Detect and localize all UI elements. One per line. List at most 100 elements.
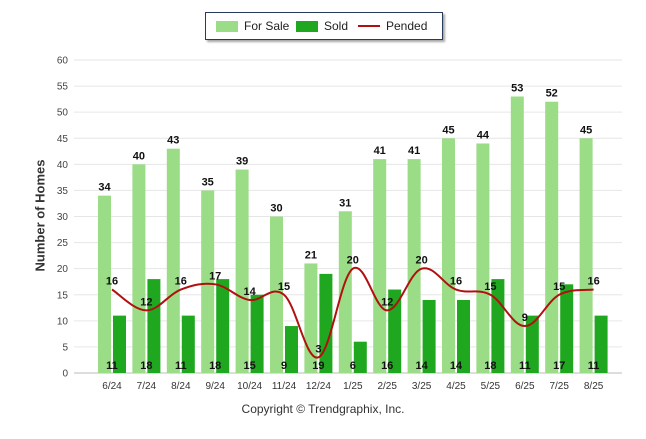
y-tick-label: 10 (57, 316, 69, 327)
bar-sold (388, 289, 402, 373)
data-label-pended: 14 (243, 286, 256, 298)
data-label-for-sale: 21 (305, 249, 317, 261)
data-label-for-sale: 52 (546, 88, 558, 100)
data-label-sold: 9 (281, 360, 287, 372)
y-tick-label: 5 (62, 342, 68, 353)
bar-sold (319, 273, 333, 373)
y-tick-label: 0 (62, 369, 68, 380)
bar-sold (491, 279, 505, 373)
data-label-sold: 11 (588, 360, 600, 372)
data-label-sold: 16 (381, 360, 393, 372)
data-label-for-sale: 53 (511, 83, 523, 95)
data-label-sold: 18 (484, 360, 496, 372)
data-label-for-sale: 39 (236, 156, 248, 168)
y-tick-label: 20 (57, 264, 69, 275)
y-axis-title: Number of Homes (32, 159, 48, 272)
y-tick-label: 45 (57, 134, 69, 145)
data-label-for-sale: 44 (477, 129, 490, 141)
y-tick-label: 35 (57, 186, 69, 197)
legend-swatch-pended (358, 25, 380, 27)
data-label-sold: 17 (553, 360, 565, 372)
x-tick-label: 11/24 (272, 381, 297, 392)
x-tick-label: 7/25 (549, 381, 569, 392)
data-label-sold: 18 (140, 360, 152, 372)
y-tick-label: 50 (57, 108, 69, 119)
x-tick-label: 10/24 (237, 381, 262, 392)
bar-for-sale (476, 143, 490, 373)
bar-sold (113, 315, 126, 373)
bar-sold (250, 294, 264, 373)
legend: For Sale Sold Pended (205, 12, 443, 40)
bar-sold (457, 299, 470, 373)
data-label-for-sale: 41 (408, 145, 420, 157)
y-tick-label: 40 (57, 160, 69, 171)
data-label-for-sale: 34 (98, 182, 111, 194)
y-tick-label: 55 (57, 82, 69, 93)
bar-sold (216, 279, 230, 373)
bar-for-sale (579, 138, 593, 373)
legend-item-sold: Sold (296, 13, 348, 39)
y-tick-label: 30 (57, 212, 69, 223)
data-label-pended: 15 (484, 281, 496, 293)
legend-label-pended: Pended (386, 19, 428, 33)
bar-for-sale (442, 138, 455, 373)
data-label-pended: 16 (175, 276, 187, 288)
copyright-text: Copyright © Trendgraphix, Inc. (241, 402, 405, 416)
bar-sold (285, 326, 298, 373)
bar-sold (422, 299, 436, 373)
data-label-sold: 14 (450, 360, 463, 372)
data-label-for-sale: 45 (442, 124, 454, 136)
x-tick-label: 2/25 (377, 381, 397, 392)
y-tick-label: 15 (57, 290, 69, 301)
bar-sold (181, 315, 195, 373)
x-tick-label: 7/24 (137, 381, 157, 392)
data-label-for-sale: 43 (167, 135, 179, 147)
bar-for-sale (98, 195, 111, 373)
data-label-pended: 20 (347, 255, 359, 267)
y-tick-label: 25 (57, 238, 69, 249)
x-tick-label: 8/24 (171, 381, 191, 392)
data-label-pended: 12 (140, 296, 152, 308)
bar-for-sale (510, 96, 524, 374)
data-label-pended: 16 (587, 276, 599, 288)
x-tick-label: 8/25 (584, 381, 604, 392)
bar-for-sale (545, 101, 559, 373)
bar-sold (594, 315, 608, 373)
legend-label-sold: Sold (324, 19, 349, 33)
data-label-for-sale: 31 (339, 197, 351, 209)
data-label-sold: 11 (519, 360, 531, 372)
bar-sold (147, 279, 161, 373)
x-tick-label: 3/25 (412, 381, 432, 392)
legend-swatch-for-sale (216, 20, 238, 32)
data-label-pended: 15 (553, 281, 565, 293)
data-label-sold: 14 (415, 360, 428, 372)
legend-item-pended: Pended (358, 13, 427, 39)
bar-for-sale (338, 211, 352, 373)
data-label-for-sale: 30 (270, 203, 282, 215)
data-label-sold: 15 (243, 360, 255, 372)
legend-swatch-sold (296, 20, 318, 32)
x-tick-label: 9/24 (205, 381, 225, 392)
data-label-for-sale: 35 (202, 176, 214, 188)
bar-for-sale (166, 148, 180, 373)
bar-sold (525, 315, 539, 373)
bar-for-sale (407, 159, 421, 373)
x-tick-label: 4/25 (446, 381, 466, 392)
bar-for-sale (235, 169, 249, 373)
data-label-for-sale: 40 (133, 150, 145, 162)
data-label-pended: 9 (522, 312, 528, 324)
legend-item-for-sale: For Sale (216, 13, 289, 39)
x-tick-label: 6/24 (102, 381, 122, 392)
data-label-sold: 11 (175, 360, 187, 372)
line-pended (111, 266, 594, 359)
data-label-pended: 3 (315, 343, 321, 355)
data-label-for-sale: 45 (580, 124, 592, 136)
data-label-sold: 6 (350, 360, 356, 372)
legend-label-for-sale: For Sale (244, 19, 290, 33)
data-label-pended: 16 (106, 276, 118, 288)
x-tick-label: 1/25 (343, 381, 363, 392)
data-label-pended: 20 (415, 255, 427, 267)
data-label-sold: 18 (209, 360, 221, 372)
bar-for-sale (270, 216, 283, 373)
